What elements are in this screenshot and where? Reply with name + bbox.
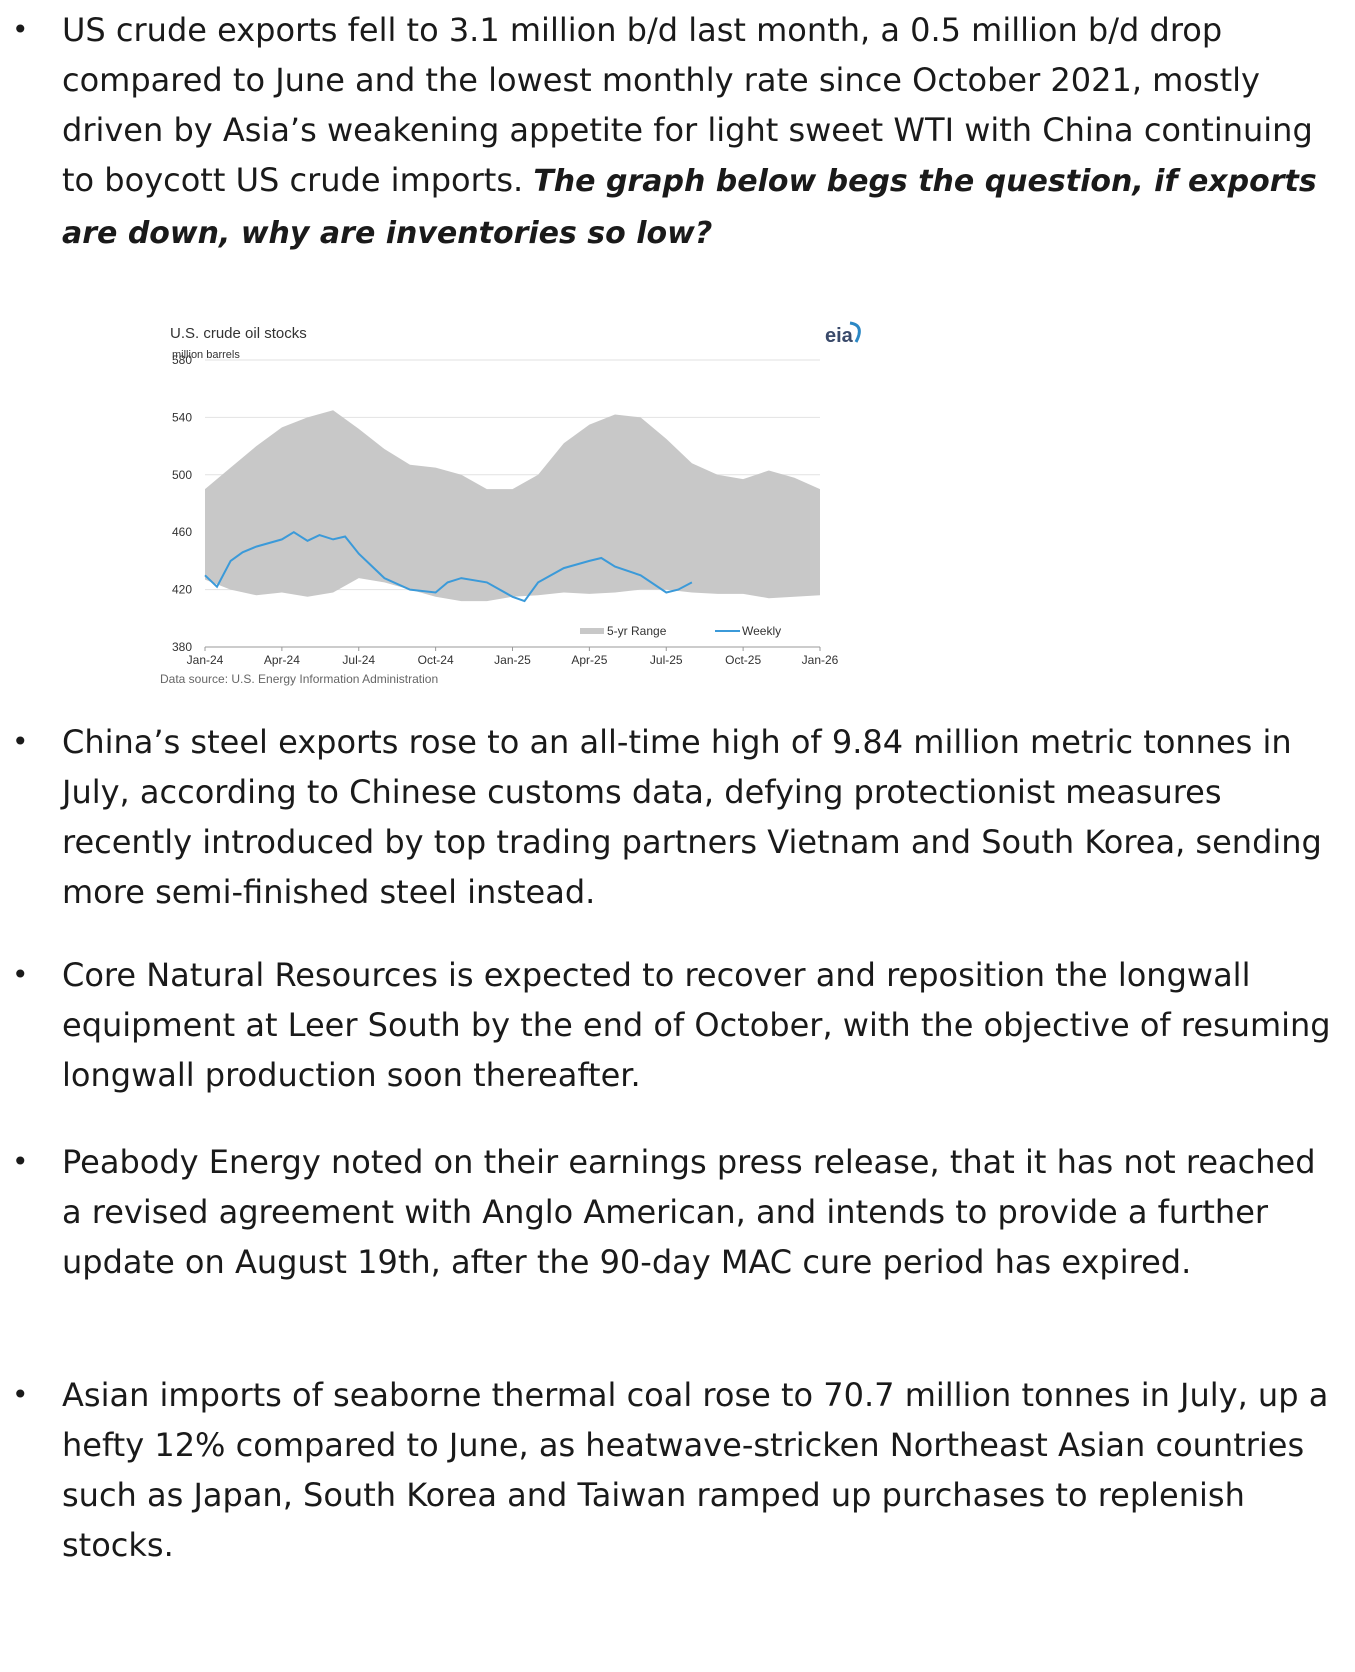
eia-logo: eia (825, 325, 854, 347)
x-tick-label: Oct-24 (418, 653, 454, 667)
x-tick-label: Oct-25 (725, 653, 761, 667)
y-tick-label: 460 (172, 525, 192, 539)
chart-title: U.S. crude oil stocks (170, 325, 307, 342)
bullet-text: China’s steel exports rose to an all-tim… (62, 723, 1322, 911)
x-tick-label: Jan-26 (802, 653, 839, 667)
weekly-line (204, 531, 693, 603)
x-tick-label: Apr-25 (571, 653, 607, 667)
bullet-text: US crude exports fell to 3.1 million b/d… (62, 5, 1332, 259)
bullet-body: US crude exports fell to 3.1 million b/d… (62, 11, 1313, 199)
y-tick-label: 500 (172, 468, 192, 482)
bullet-dot: • (12, 1145, 29, 1178)
bullet-dot: • (12, 1378, 29, 1411)
chart-source: Data source: U.S. Energy Information Adm… (160, 672, 438, 686)
y-tick-label: 380 (172, 640, 192, 654)
bullet-text: Core Natural Resources is expected to re… (62, 956, 1331, 1094)
y-tick-label: 540 (172, 410, 192, 424)
x-tick-label: Jan-24 (187, 653, 224, 667)
y-tick-label: 420 (172, 583, 192, 597)
legend-range-swatch (580, 628, 604, 634)
crude-stocks-chart: U.S. crude oil stocks million barrels ei… (160, 321, 861, 686)
x-tick-label: Apr-24 (264, 653, 300, 667)
bullet-text: Peabody Energy noted on their earnings p… (62, 1143, 1316, 1281)
eia-logo-swoosh (849, 321, 861, 343)
legend-weekly-label: Weekly (742, 624, 781, 638)
y-tick-label: 580 (172, 353, 192, 367)
bullet-dot: • (12, 13, 29, 46)
bullet-text: Asian imports of seaborne thermal coal r… (62, 1376, 1329, 1564)
x-tick-label: Jul-25 (650, 653, 683, 667)
bullet-dot: • (12, 725, 29, 758)
x-tick-label: Jan-25 (494, 653, 531, 667)
chart-ylabel: million barrels (172, 349, 240, 361)
legend-range-label: 5-yr Range (607, 624, 667, 638)
bullet-emphasis: The graph below begs the question, if ex… (62, 164, 1317, 251)
x-tick-label: Jul-24 (342, 653, 375, 667)
bullet-dot: • (12, 958, 29, 991)
chart-legend: 5-yr Range Weekly (580, 624, 781, 638)
five-year-range-area (205, 410, 820, 602)
